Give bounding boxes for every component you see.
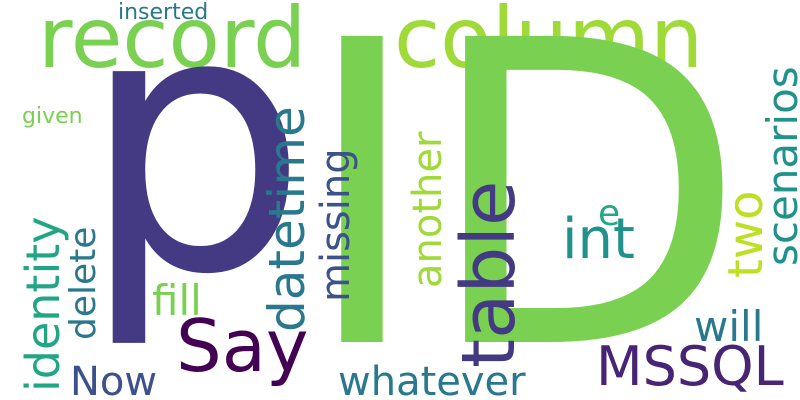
word-ID: ID — [300, 0, 748, 400]
word-identity: identity — [16, 216, 70, 392]
word-missing: missing — [313, 148, 359, 302]
word-Now: Now — [70, 359, 158, 400]
word-whatever: whatever — [338, 359, 526, 400]
word-p: p — [80, 0, 309, 353]
word-fill: fill — [152, 276, 202, 325]
word-MSSQL: MSSQL — [596, 335, 784, 398]
word-delete: delete — [63, 226, 104, 340]
word-int: int — [562, 207, 636, 272]
word-e: e — [598, 193, 621, 234]
word-will: will — [694, 302, 764, 351]
word-given: given — [22, 104, 83, 129]
word-column: column — [394, 0, 704, 87]
word-scenarios: scenarios — [758, 66, 800, 266]
word-record: record — [38, 0, 307, 87]
word-table: table — [446, 180, 532, 368]
word-inserted: inserted — [118, 0, 209, 25]
word-Say: Say — [176, 304, 309, 388]
word-another: another — [405, 131, 451, 288]
word-datetime: datetime — [258, 106, 316, 332]
